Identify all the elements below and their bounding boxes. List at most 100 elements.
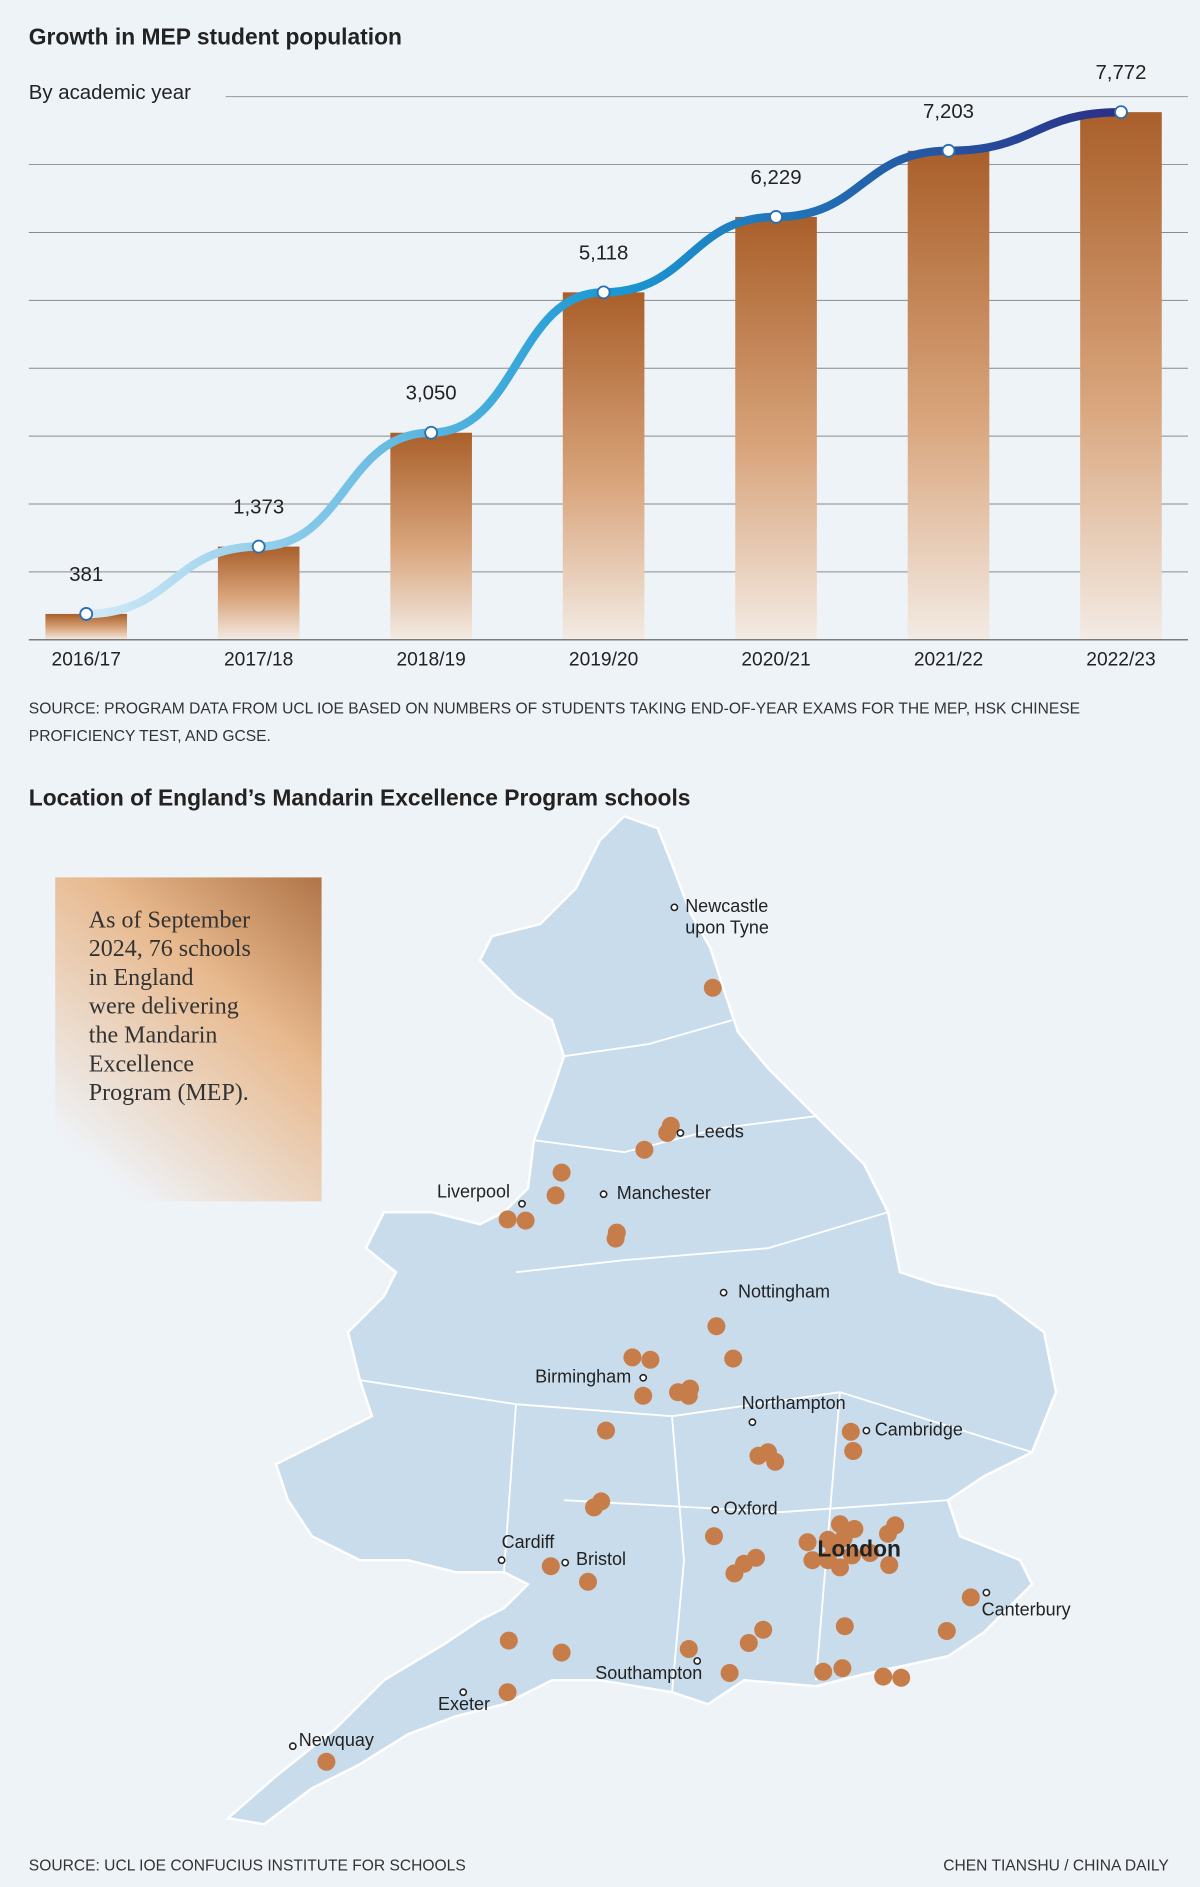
note-line: were delivering [89,994,239,1020]
school-dot [835,1617,854,1636]
source-line: PROFICIENCY TEST, AND GCSE. [29,728,271,745]
school-dot [961,1588,980,1607]
note-line: 2024, 76 schools [89,936,251,962]
school-dot [635,1140,654,1159]
city-dot [561,1558,570,1567]
city-label: Exeter [438,1694,490,1714]
point [941,143,956,158]
school-dot [766,1452,785,1471]
point [424,425,439,440]
chart-title: Growth in MEP student population [29,24,402,50]
school-dot [707,1317,726,1336]
x-tick-label: 2018/19 [396,649,465,670]
city-dot [288,1742,297,1751]
school-dot [498,1683,517,1702]
value-label: 1,373 [233,497,284,519]
school-dot [754,1620,773,1639]
city-dot [748,1418,757,1427]
point [79,607,94,621]
bar [390,432,472,640]
value-label: 7,203 [923,101,974,123]
x-tick-label: 2020/21 [741,649,810,670]
school-dot [880,1556,899,1574]
city-label: Manchester [617,1183,711,1203]
city-dot [982,1588,991,1597]
x-tick-label: 2017/18 [224,649,293,670]
school-dot [725,1564,744,1583]
school-dot [516,1211,535,1230]
chart-source: SOURCE: PROGRAM DATA FROM UCL IOE BASED … [29,701,1080,746]
city-label: London [817,1536,901,1562]
school-dot [579,1572,597,1591]
value-label: 5,118 [579,242,629,264]
city-label: Canterbury [982,1599,1071,1619]
school-dot [552,1163,571,1182]
value-label: 381 [69,564,103,586]
school-dot [720,1664,739,1682]
value-label: 6,229 [751,167,802,189]
city-label: Liverpool [437,1182,510,1202]
chart-subtitle: By academic year [29,82,191,104]
value-label: 3,050 [406,383,457,405]
school-dot [623,1348,642,1367]
school-dot [641,1350,660,1369]
city-dot [693,1657,702,1665]
school-dot [892,1668,911,1687]
x-tick-label: 2022/23 [1086,649,1155,670]
school-dot [874,1667,893,1686]
school-dot [658,1124,677,1142]
city-label: Oxford [724,1499,778,1519]
school-dot [703,978,722,997]
school-dot [546,1186,565,1205]
x-tick-label: 2019/20 [569,649,638,670]
credit: CHEN TIANSHU / CHINA DAILY [943,1857,1169,1874]
map-title: Location of England’s Mandarin Excellenc… [29,784,691,810]
school-dot [739,1634,758,1652]
note-line: the Mandarin [89,1023,218,1049]
school-dot [834,1529,853,1548]
school-dot [831,1515,849,1534]
city-label: Bristol [576,1549,626,1569]
city-dot [670,903,679,912]
school-dot [841,1422,860,1441]
school-dot [705,1527,723,1546]
school-dot [498,1210,517,1229]
city-dot [497,1556,506,1565]
school-dot [886,1516,905,1535]
source-text: SOURCE: PROGRAM DATA FROM UCL IOE BASED … [29,701,1080,746]
city-dot [711,1505,720,1514]
note-line: Excellence [89,1051,194,1077]
city-dot [639,1373,648,1382]
school-dot [499,1631,518,1650]
point [251,539,266,554]
school-dot [552,1643,571,1662]
bar [1080,112,1162,640]
school-dot [724,1349,743,1368]
city-dot [719,1288,728,1297]
x-tick-label: 2016/17 [52,649,121,670]
school-dot [833,1659,852,1678]
city-dot [518,1199,526,1208]
note-box [55,877,322,1202]
note-line: Program (MEP). [89,1080,249,1106]
map-source: SOURCE: UCL IOE CONFUCIUS INSTITUTE FOR … [29,1857,466,1874]
city-label: upon Tyne [685,918,769,938]
school-dot [317,1752,336,1771]
school-dot [606,1229,625,1248]
city-label: Newcastle [685,896,768,916]
note-line: in England [89,965,194,991]
school-dot [541,1557,560,1576]
school-dot [798,1533,817,1552]
point [769,210,783,224]
city-dot [676,1129,685,1137]
city-label: Newquay [299,1730,374,1750]
school-dot [831,1558,849,1577]
city-dot [459,1688,468,1697]
x-tick-label: 2021/22 [914,649,983,670]
city-label: Cardiff [502,1532,556,1552]
city-label: Southampton [595,1663,702,1683]
point [596,285,611,300]
